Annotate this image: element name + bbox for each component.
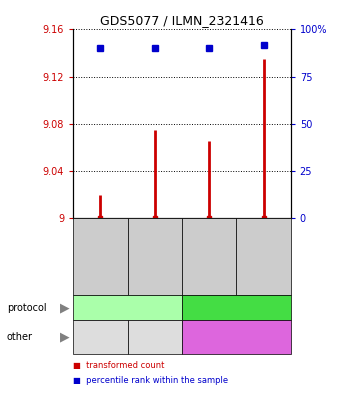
- Text: GSM1071455: GSM1071455: [259, 232, 268, 288]
- Text: ■  transformed count: ■ transformed count: [73, 361, 165, 370]
- Text: GSM1071457: GSM1071457: [96, 232, 105, 288]
- Text: TMEM88 depletion: TMEM88 depletion: [88, 303, 167, 312]
- Text: protocol: protocol: [7, 303, 47, 312]
- Text: non-targetting
shRNA: non-targetting shRNA: [211, 331, 261, 343]
- Text: other: other: [7, 332, 33, 342]
- Text: GSM1071456: GSM1071456: [150, 232, 159, 288]
- Text: ▶: ▶: [60, 301, 70, 314]
- Text: shRNA for
3'UTR of
TMEM88: shRNA for 3'UTR of TMEM88: [137, 327, 172, 347]
- Title: GDS5077 / ILMN_2321416: GDS5077 / ILMN_2321416: [100, 14, 264, 27]
- Text: control: control: [222, 303, 251, 312]
- Text: ■  percentile rank within the sample: ■ percentile rank within the sample: [73, 376, 228, 385]
- Text: ▶: ▶: [60, 331, 70, 343]
- Text: shRNA for
first exon
of TMEM88: shRNA for first exon of TMEM88: [81, 327, 120, 347]
- Text: GSM1071454: GSM1071454: [205, 232, 214, 288]
